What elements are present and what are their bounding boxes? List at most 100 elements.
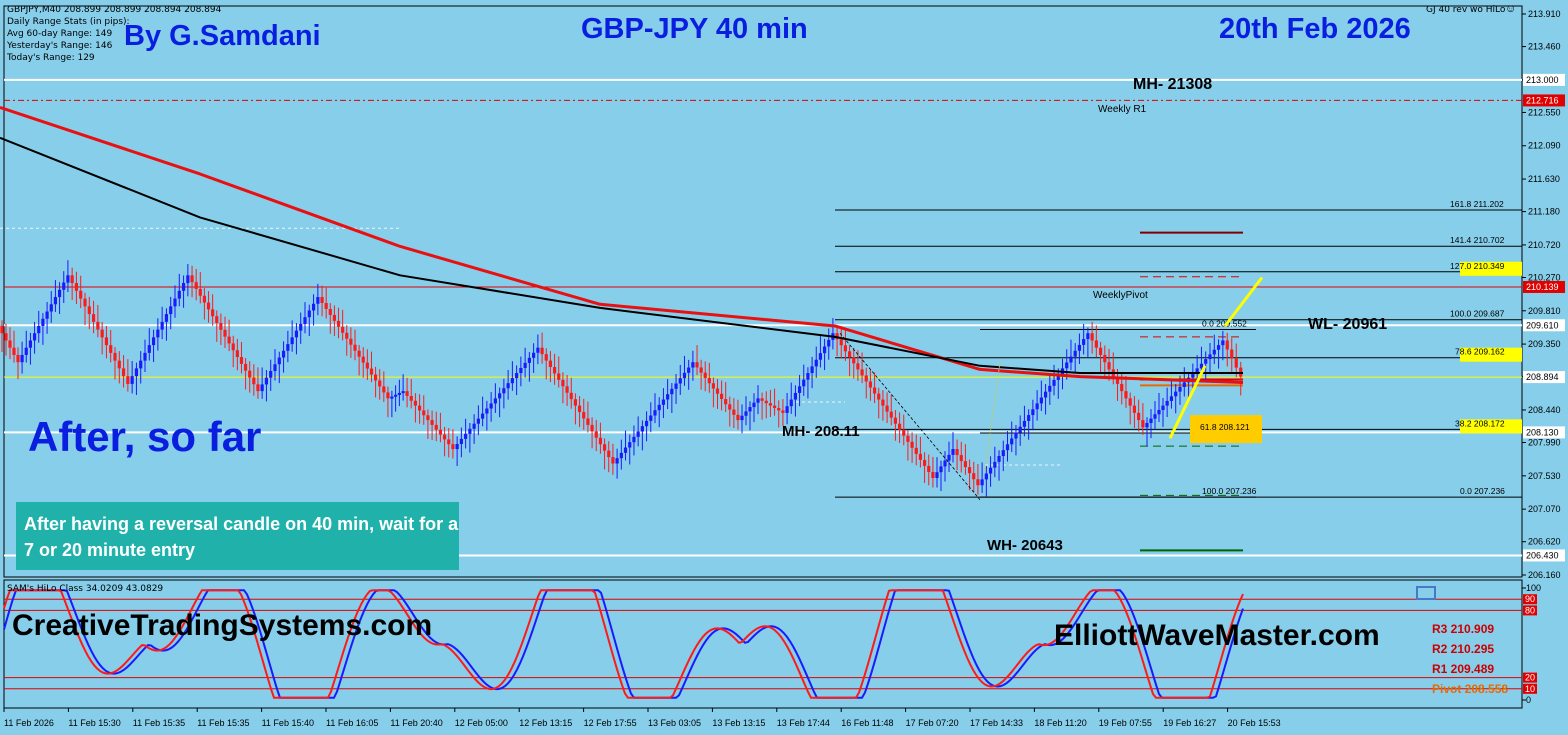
candle-body <box>269 370 273 378</box>
candle-body <box>1234 358 1238 368</box>
candle-body <box>390 396 394 399</box>
y-tick-label: 212.550 <box>1528 107 1561 117</box>
fib-label: 127.0 210.349 <box>1450 261 1505 271</box>
candle-body <box>715 388 720 394</box>
candle-body <box>316 297 320 304</box>
candle-body <box>1005 444 1010 451</box>
candle-body <box>943 460 947 467</box>
candle-body <box>736 414 740 421</box>
candle-body <box>206 302 211 310</box>
y-tick-label: 213.910 <box>1528 9 1561 19</box>
candle-body <box>628 442 632 448</box>
candle-body <box>889 411 893 418</box>
candle-body <box>181 283 186 291</box>
candle-body <box>752 402 756 408</box>
candle-body <box>802 379 806 387</box>
candle-body <box>657 404 661 411</box>
candle-body <box>872 387 877 394</box>
candle-body <box>557 373 561 380</box>
y-tick-label: 213.460 <box>1528 42 1561 52</box>
candle-body <box>1153 414 1157 419</box>
candle-body <box>719 393 724 400</box>
site-left: CreativeTradingSystems.com <box>12 609 433 642</box>
candle-body <box>151 337 156 346</box>
candle-body <box>797 386 802 393</box>
candle-body <box>577 405 582 413</box>
candle-body <box>519 367 523 374</box>
candle-body <box>422 410 426 416</box>
candle-body <box>126 376 130 384</box>
x-tick-label: 19 Feb 07:55 <box>1099 718 1152 728</box>
candle-body <box>434 424 438 430</box>
candle-body <box>96 321 100 330</box>
candle-body <box>1216 345 1221 350</box>
candle-body <box>413 400 418 406</box>
price-tag <box>1523 319 1565 332</box>
candle-body <box>109 345 113 353</box>
range-stats-line: Avg 60-day Range: 149 <box>7 29 113 39</box>
candle-body <box>243 363 248 371</box>
x-tick-label: 11 Feb 15:40 <box>262 718 314 728</box>
yellow-arrow <box>1223 276 1264 327</box>
candle-body <box>594 431 598 438</box>
candle-body <box>649 415 653 421</box>
fib-label: 78.6 209.162 <box>1455 347 1505 357</box>
price-tag-label: 209.610 <box>1526 320 1559 330</box>
candle-body <box>623 447 628 453</box>
candle-body <box>130 376 134 384</box>
candle-body <box>349 338 353 345</box>
candle-body <box>143 352 147 361</box>
candle-body <box>336 320 341 327</box>
candle-body <box>822 346 827 354</box>
date-label: 20th Feb 2026 <box>1219 13 1411 45</box>
candle-body <box>955 449 959 456</box>
fib-highlight <box>1190 415 1262 444</box>
candle-body <box>818 353 823 360</box>
candle-body <box>674 383 678 389</box>
candle-body <box>515 373 519 379</box>
candle-body <box>373 374 378 381</box>
candle-body <box>489 403 493 409</box>
candle-body <box>100 329 104 338</box>
candle-body <box>227 336 231 344</box>
candle-body <box>598 437 603 445</box>
candle-body <box>540 347 544 355</box>
candle-body <box>877 393 881 400</box>
annotation: MH- 21308 <box>1133 76 1212 93</box>
y-tick-label: 209.350 <box>1528 339 1561 349</box>
candle-body <box>893 417 898 424</box>
candle-body <box>619 452 623 459</box>
price-tag <box>1523 94 1565 107</box>
candle-body <box>294 330 299 338</box>
candle-body <box>169 306 173 315</box>
y-tick-label: 212.090 <box>1528 141 1561 151</box>
candle-body <box>1094 340 1098 348</box>
x-tick-label: 13 Feb 03:05 <box>648 718 701 728</box>
candle-body <box>177 290 181 299</box>
candle-body <box>691 362 695 368</box>
y-tick-label: 211.630 <box>1528 174 1560 184</box>
candle-body <box>74 283 79 291</box>
candle-body <box>447 439 451 445</box>
candle-body <box>239 357 244 364</box>
candle-body <box>935 472 939 479</box>
after-label: After, so far <box>28 413 262 460</box>
candle-body <box>728 404 732 410</box>
candle-body <box>260 384 264 392</box>
candle-body <box>1022 420 1027 427</box>
candle-body <box>365 362 369 369</box>
candle-body <box>1120 383 1124 392</box>
candle-body <box>939 466 943 473</box>
candle-body <box>590 424 594 432</box>
candle-body <box>1107 362 1111 370</box>
candle-body <box>789 399 793 407</box>
candle-body <box>1204 359 1208 364</box>
candle-body <box>117 360 121 369</box>
candle-body <box>190 275 194 283</box>
fib-highlight <box>1460 261 1522 276</box>
osc-level-tag <box>1523 605 1537 616</box>
candle-body <box>1132 405 1137 413</box>
candle-body <box>147 345 151 353</box>
y-tick-label: 210.270 <box>1528 272 1561 282</box>
